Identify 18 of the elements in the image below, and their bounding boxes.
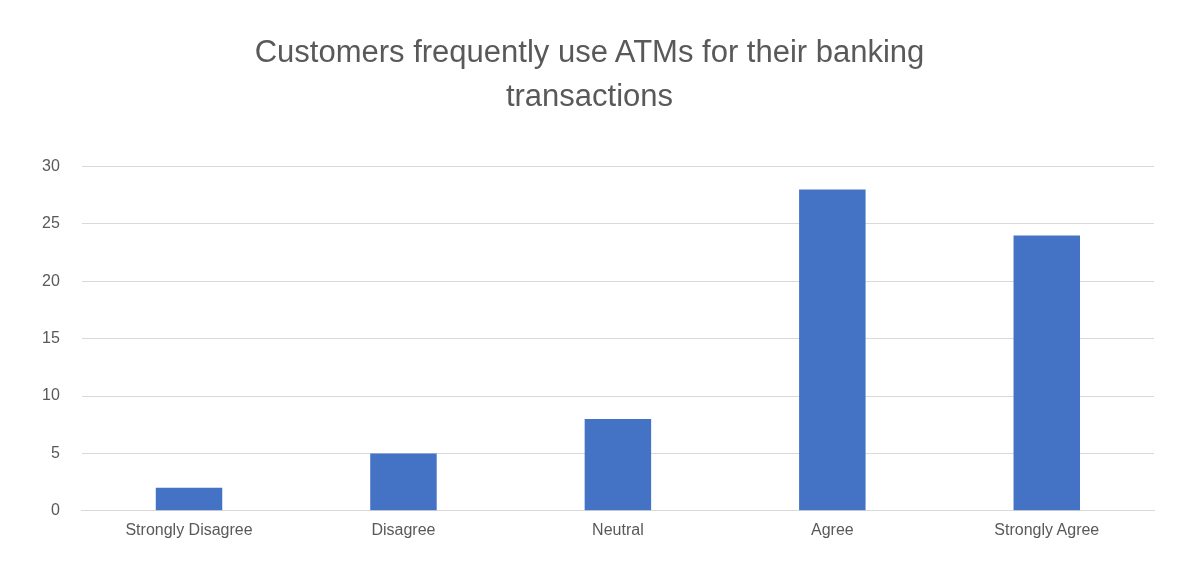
x-tick-label: Neutral bbox=[592, 520, 644, 538]
y-tick-label: 25 bbox=[42, 214, 60, 232]
chart-title: Customers frequently use ATMs for their banking transactions bbox=[253, 33, 926, 115]
x-tick-label: Disagree bbox=[371, 520, 436, 538]
y-tick-label: 0 bbox=[50, 501, 60, 519]
bar bbox=[799, 189, 866, 511]
y-tick-label: 5 bbox=[50, 443, 60, 461]
bar bbox=[370, 453, 437, 511]
bar bbox=[584, 419, 652, 511]
bar bbox=[155, 487, 223, 511]
y-tick-label: 10 bbox=[42, 386, 60, 404]
x-tick-label: Strongly Disagree bbox=[125, 520, 253, 538]
y-tick-label: 20 bbox=[42, 271, 60, 289]
y-tick-label: 15 bbox=[42, 329, 60, 347]
bar bbox=[1013, 235, 1081, 511]
y-tick-label: 30 bbox=[42, 157, 60, 175]
x-tick-label: Agree bbox=[810, 520, 854, 538]
x-tick-label: Strongly Agree bbox=[994, 520, 1100, 538]
